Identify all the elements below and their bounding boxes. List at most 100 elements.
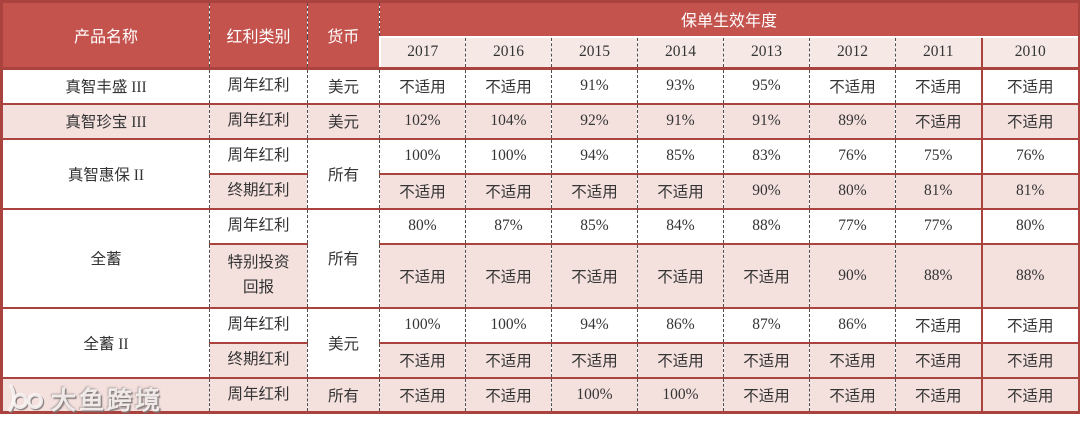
value-cell: 76% — [809, 137, 896, 174]
product-cell: 真智丰盛 III — [1, 67, 210, 104]
dividend-type-cell: 终期红利 — [209, 172, 308, 209]
value-cell: 80% — [980, 207, 1080, 244]
value-cell: 88% — [723, 207, 810, 244]
value-cell: 100% — [379, 137, 466, 174]
product-cell: 真智惠保 II — [1, 137, 210, 209]
value-cell: 不适用 — [895, 341, 982, 378]
year-header: 2013 — [723, 35, 810, 69]
value-cell: 不适用 — [980, 306, 1080, 343]
value-cell: 104% — [465, 102, 552, 139]
value-cell: 87% — [723, 306, 810, 343]
year-header: 2017 — [378, 35, 466, 69]
value-cell: 100% — [637, 376, 724, 413]
value-cell: 81% — [895, 172, 982, 209]
value-cell: 不适用 — [895, 306, 982, 343]
value-cell: 不适用 — [637, 172, 724, 209]
value-cell: 85% — [551, 207, 638, 244]
value-cell: 不适用 — [809, 341, 896, 378]
product-cell: 全蓄 — [1, 207, 210, 308]
currency-cell: 美元 — [307, 67, 380, 104]
year-header: 2014 — [637, 35, 724, 69]
value-cell: 100% — [379, 306, 466, 343]
value-cell: 不适用 — [809, 376, 896, 413]
value-cell: 不适用 — [465, 242, 552, 308]
dividend-type-cell: 周年红利 — [209, 102, 308, 139]
year-header: 2011 — [895, 35, 982, 69]
table-body: 真智丰盛 III 周年红利 美元 不适用 不适用 91% 93% 95% 不适用 不适用 不适用 真智… — [1, 67, 1080, 413]
dividend-type-cell: 周年红利 — [209, 376, 308, 413]
value-cell: 76% — [980, 137, 1080, 174]
value-cell: 94% — [551, 137, 638, 174]
value-cell: 87% — [465, 207, 552, 244]
value-cell: 94% — [551, 306, 638, 343]
value-cell: 92% — [551, 102, 638, 139]
table-header: 产品名称 红利类别 货币 保单生效年度 2017 2016 2015 2014 2013 2012… — [1, 1, 1080, 69]
value-cell: 80% — [809, 172, 896, 209]
value-cell: 不适用 — [980, 376, 1080, 413]
value-cell: 不适用 — [465, 376, 552, 413]
value-cell: 75% — [895, 137, 982, 174]
header-policy-year-group: 保单生效年度 — [378, 1, 1080, 37]
value-cell: 不适用 — [465, 67, 552, 104]
value-cell: 不适用 — [723, 341, 810, 378]
value-cell: 不适用 — [379, 67, 466, 104]
currency-cell: 所有 — [307, 137, 380, 209]
header-currency: 货币 — [307, 1, 380, 69]
dividend-type-cell: 终期红利 — [209, 341, 308, 378]
value-cell: 81% — [980, 172, 1080, 209]
value-cell: 不适用 — [895, 102, 982, 139]
value-cell: 不适用 — [379, 341, 466, 378]
dividend-type-cell: 特别投资回报 — [209, 242, 308, 308]
currency-cell: 所有 — [307, 207, 380, 308]
year-header: 2015 — [551, 35, 638, 69]
value-cell: 100% — [551, 376, 638, 413]
value-cell: 77% — [809, 207, 896, 244]
value-cell: 91% — [637, 102, 724, 139]
dividend-type-cell: 周年红利 — [209, 67, 308, 104]
value-cell: 不适用 — [465, 172, 552, 209]
value-cell: 86% — [637, 306, 724, 343]
product-cell: 全蓄 II — [1, 306, 210, 378]
value-cell: 89% — [809, 102, 896, 139]
year-header: 2010 — [980, 35, 1080, 69]
value-cell: 不适用 — [895, 67, 982, 104]
value-cell: 90% — [809, 242, 896, 308]
value-cell: 86% — [809, 306, 896, 343]
value-cell: 不适用 — [895, 376, 982, 413]
value-cell: 不适用 — [980, 67, 1080, 104]
value-cell: 不适用 — [551, 341, 638, 378]
value-cell: 85% — [637, 137, 724, 174]
value-cell: 不适用 — [465, 341, 552, 378]
value-cell: 不适用 — [809, 67, 896, 104]
value-cell: 100% — [465, 137, 552, 174]
value-cell: 不适用 — [379, 376, 466, 413]
value-cell: 83% — [723, 137, 810, 174]
value-cell: 不适用 — [379, 172, 466, 209]
value-cell: 88% — [895, 242, 982, 308]
currency-cell: 美元 — [307, 306, 380, 378]
value-cell: 77% — [895, 207, 982, 244]
value-cell: 91% — [551, 67, 638, 104]
value-cell: 88% — [980, 242, 1080, 308]
header-dividend-type: 红利类别 — [209, 1, 308, 69]
dividend-type-cell: 周年红利 — [209, 207, 308, 244]
value-cell: 95% — [723, 67, 810, 104]
value-cell: 不适用 — [637, 341, 724, 378]
currency-cell: 美元 — [307, 102, 380, 139]
value-cell: 90% — [723, 172, 810, 209]
value-cell: 80% — [379, 207, 466, 244]
value-cell: 102% — [379, 102, 466, 139]
value-cell: 不适用 — [551, 172, 638, 209]
value-cell: 不适用 — [723, 376, 810, 413]
value-cell: 不适用 — [551, 242, 638, 308]
value-cell: 100% — [465, 306, 552, 343]
value-cell: 不适用 — [637, 242, 724, 308]
value-cell: 不适用 — [980, 341, 1080, 378]
dividend-type-cell: 周年红利 — [209, 306, 308, 343]
year-header: 2012 — [809, 35, 896, 69]
dividend-type-cell: 周年红利 — [209, 137, 308, 174]
product-cell — [1, 376, 210, 413]
header-product: 产品名称 — [1, 1, 210, 69]
value-cell: 91% — [723, 102, 810, 139]
